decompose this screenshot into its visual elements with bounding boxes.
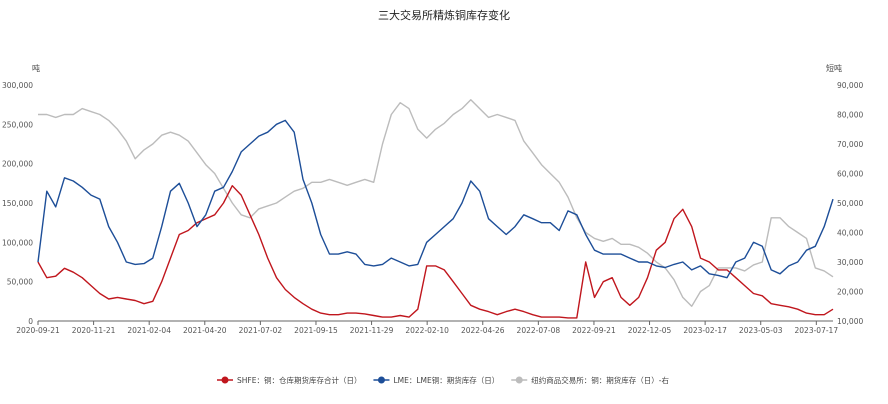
right-tick-label: 20,000 xyxy=(837,288,863,297)
left-axis-unit: 吨 xyxy=(32,63,40,73)
x-tick-label: 2021-07-02 xyxy=(239,326,283,335)
legend: SHFE：铜：仓库期货库存合计（日） LME：LME铜：期货库存（日） 纽约商品交易… xyxy=(217,375,669,385)
x-tick-label: 2021-09-15 xyxy=(294,326,338,335)
x-tick-label: 2023-05-03 xyxy=(739,326,783,335)
x-tick-label: 2022-02-10 xyxy=(405,326,449,335)
left-tick-label: 50,000 xyxy=(7,278,33,287)
right-tick-label: 60,000 xyxy=(837,170,863,179)
series-line-1 xyxy=(37,119,834,279)
x-tick-label: 2022-09-21 xyxy=(572,326,616,335)
right-axis-unit: 短吨 xyxy=(826,63,842,73)
legend-label: LME：LME铜：期货库存（日） xyxy=(393,375,499,385)
right-y-axis: 10,000 20,000 30,000 40,000 50,000 60,000 70,0… xyxy=(837,81,863,326)
right-tick-label: 30,000 xyxy=(837,258,863,267)
x-tick-label: 2022-04-26 xyxy=(461,326,505,335)
left-tick-label: 300,000 xyxy=(2,81,33,90)
x-tick-label: 2022-12-05 xyxy=(628,326,672,335)
series-lines xyxy=(37,99,834,319)
x-tick-label: 2021-11-29 xyxy=(350,326,394,335)
legend-item-0: SHFE：铜：仓库期货库存合计（日） xyxy=(217,375,361,385)
legend-label: 纽约商品交易所：铜：期货库存（日）-右 xyxy=(531,375,669,385)
x-tick-label: 2023-07-17 xyxy=(795,326,839,335)
legend-item-2: 纽约商品交易所：铜：期货库存（日）-右 xyxy=(511,375,669,385)
x-tick-label: 2022-07-08 xyxy=(517,326,561,335)
right-tick-label: 50,000 xyxy=(837,199,863,208)
legend-item-1: LME：LME铜：期货库存（日） xyxy=(373,375,499,385)
x-tick-label: 2020-09-21 xyxy=(16,326,60,335)
x-axis: 2020-09-21 2020-11-21 2021-02-04 2021-04-20… xyxy=(16,321,838,335)
right-tick-label: 10,000 xyxy=(837,317,863,326)
right-tick-label: 40,000 xyxy=(837,229,863,238)
x-tick-label: 2020-11-21 xyxy=(72,326,116,335)
x-tick-label: 2021-04-20 xyxy=(183,326,227,335)
series-line-0 xyxy=(37,184,834,319)
x-tick-label: 2023-02-17 xyxy=(683,326,727,335)
left-tick-label: 250,000 xyxy=(2,120,33,129)
left-tick-label: 150,000 xyxy=(2,199,33,208)
series-line-2 xyxy=(38,99,834,307)
left-y-axis: 0 50,000 100,000 150,000 200,000 250,000 300,0… xyxy=(2,81,33,326)
legend-swatch-dot xyxy=(377,376,385,384)
right-tick-label: 70,000 xyxy=(837,140,863,149)
legend-label: SHFE：铜：仓库期货库存合计（日） xyxy=(237,375,361,385)
chart-title: 三大交易所精炼铜库存变化 xyxy=(378,8,510,22)
left-tick-label: 0 xyxy=(28,317,33,326)
left-tick-label: 100,000 xyxy=(2,238,33,247)
x-tick-label: 2021-02-04 xyxy=(127,326,171,335)
left-tick-label: 200,000 xyxy=(2,160,33,169)
right-tick-label: 90,000 xyxy=(837,81,863,90)
legend-swatch-dot xyxy=(221,376,229,384)
right-tick-label: 80,000 xyxy=(837,111,863,120)
legend-swatch-dot xyxy=(515,376,523,384)
